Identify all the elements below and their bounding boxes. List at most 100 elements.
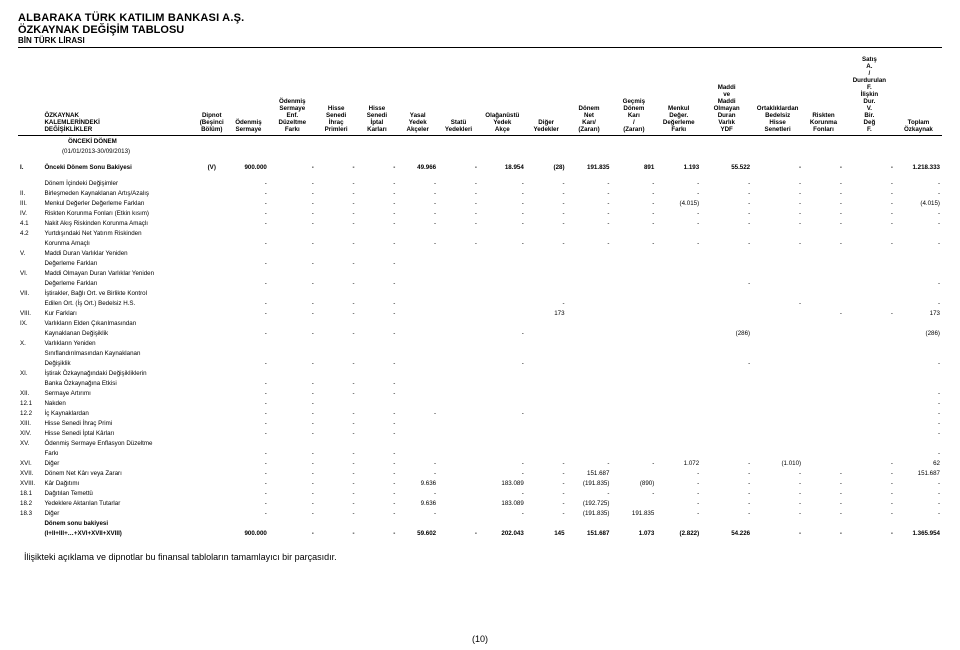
cell [567, 398, 612, 408]
cell: - [316, 528, 357, 538]
cell [895, 318, 942, 328]
cell [479, 398, 526, 408]
row-note [195, 328, 228, 338]
cell [438, 318, 479, 328]
row-note [195, 338, 228, 348]
cell [479, 518, 526, 528]
cell: 183.089 [479, 478, 526, 488]
cell: - [438, 198, 479, 208]
cell [844, 438, 895, 448]
cell: - [228, 398, 269, 408]
row-label: Değişiklik [42, 358, 195, 368]
cell [567, 388, 612, 398]
col-header: ÖdenmişSermaye [228, 56, 269, 136]
cell [844, 348, 895, 358]
cell [611, 388, 656, 398]
cell: - [895, 478, 942, 488]
cell [895, 368, 942, 378]
cell: - [479, 458, 526, 468]
cell: - [656, 478, 701, 488]
cell: - [656, 208, 701, 218]
footnote: İlişikteki açıklama ve dipnotlar bu fina… [24, 552, 942, 562]
cell [567, 448, 612, 458]
cell: - [701, 488, 752, 498]
cell [844, 338, 895, 348]
cell [479, 298, 526, 308]
row-label: Farkı [42, 448, 195, 458]
cell: - [357, 488, 398, 498]
cell [526, 378, 567, 388]
cell: - [611, 218, 656, 228]
cell [611, 288, 656, 298]
cell: - [397, 458, 438, 468]
cell [656, 328, 701, 338]
col-header: ÖZKAYNAKKALEMLERİNDEKİDEĞİŞİKLİKLER [42, 56, 195, 136]
row-label: İştirakler, Bağlı Ort. ve Birlikte Kontr… [42, 288, 195, 298]
company-name: ALBARAKA TÜRK KATILIM BANKASI A.Ş. [18, 12, 942, 24]
table-row: V.Maddi Duran Varlıklar Yeniden [18, 248, 942, 258]
cell: - [316, 408, 357, 418]
cell: - [895, 418, 942, 428]
cell [269, 438, 316, 448]
row-number: 18.2 [18, 498, 42, 508]
cell [701, 298, 752, 308]
cell: - [316, 498, 357, 508]
cell [438, 228, 479, 238]
cell [397, 418, 438, 428]
cell [611, 368, 656, 378]
row-number [18, 528, 42, 538]
cell: - [526, 188, 567, 198]
cell: 1.365.954 [895, 528, 942, 538]
cell: - [895, 428, 942, 438]
row-note [195, 408, 228, 418]
row-label: Diğer [42, 458, 195, 468]
table-row: 18.2Yedeklere Aktarılan Tutarlar----9.63… [18, 498, 942, 508]
cell [656, 398, 701, 408]
cell: - [752, 298, 803, 308]
cell: - [895, 278, 942, 288]
cell [844, 268, 895, 278]
cell: - [844, 528, 895, 538]
cell [357, 318, 398, 328]
cell [479, 248, 526, 258]
cell [844, 248, 895, 258]
cell: 191.835 [611, 508, 656, 518]
table-row: XV.Ödenmiş Sermaye Enflasyon Düzeltme [18, 438, 942, 448]
cell [269, 348, 316, 358]
row-label: Kâr Dağıtımı [42, 478, 195, 488]
cell [397, 338, 438, 348]
cell: - [269, 458, 316, 468]
cell [526, 428, 567, 438]
row-note [195, 418, 228, 428]
cell: (286) [895, 328, 942, 338]
cell [803, 368, 844, 378]
row-number: IX. [18, 318, 42, 328]
cell: - [895, 498, 942, 508]
cell: 1.072 [656, 458, 701, 468]
cell [656, 268, 701, 278]
row-number: XII. [18, 388, 42, 398]
cell: - [397, 198, 438, 208]
cell [316, 518, 357, 528]
row-label: Nakit Akış Riskinden Korunma Amaçlı [42, 218, 195, 228]
col-header: ÖdenmişSermayeEnf.DüzeltmeFarkı [269, 56, 316, 136]
cell [397, 278, 438, 288]
cell: - [316, 178, 357, 188]
row-note [195, 348, 228, 358]
cell [526, 438, 567, 448]
cell [656, 358, 701, 368]
cell [803, 278, 844, 288]
cell: 59.602 [397, 528, 438, 538]
cell [895, 268, 942, 278]
cell [701, 518, 752, 528]
cell [316, 228, 357, 238]
cell [567, 368, 612, 378]
cell: - [357, 388, 398, 398]
cell: - [316, 162, 357, 172]
cell: - [269, 528, 316, 538]
cell [803, 268, 844, 278]
cell: - [269, 278, 316, 288]
cell: - [357, 218, 398, 228]
cell [611, 248, 656, 258]
row-note [195, 518, 228, 528]
